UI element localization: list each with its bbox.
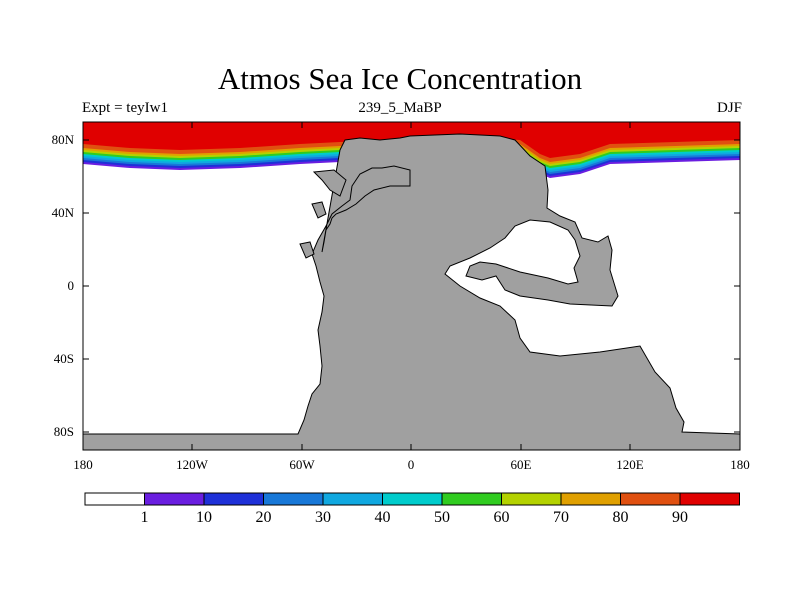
lon-label-0: 0	[407, 457, 415, 472]
colorbar-label-80: 80	[612, 509, 629, 526]
colorbar-label-50: 50	[434, 509, 450, 526]
colorbar-box-10	[679, 492, 740, 506]
land-small-island-2	[299, 241, 315, 259]
land-north-peninsula	[312, 169, 347, 197]
colorbar-label-20: 20	[255, 509, 272, 526]
land-small-island-1	[311, 201, 327, 219]
colorbar-label-70: 70	[553, 509, 569, 526]
season-label: DJF	[716, 100, 742, 116]
colorbar-box-2	[203, 492, 264, 506]
colorbar-label-30: 30	[315, 509, 331, 526]
lat-label-0: 0	[67, 278, 75, 293]
lat-label-80s: 80S	[53, 424, 74, 439]
lon-label-60w: 60W	[289, 457, 315, 472]
lon-label-120w: 120W	[176, 457, 208, 472]
lat-label-40s: 40S	[53, 351, 74, 366]
period-label: 239_5_MaBP	[358, 100, 442, 116]
lon-label-180w: 180	[73, 457, 93, 472]
colorbar-label-60: 60	[493, 509, 510, 526]
lon-label-120e: 120E	[616, 457, 644, 472]
colorbar-box-8	[560, 492, 621, 506]
colorbar-box-4	[322, 492, 383, 506]
land-masses	[82, 133, 741, 451]
lat-label-40n: 40N	[51, 205, 74, 220]
colorbar-box-5	[382, 492, 443, 506]
ice-band-full	[83, 122, 740, 158]
axis-ticks	[83, 122, 740, 450]
map-title: Atmos Sea Ice Concentration	[217, 61, 583, 96]
map-panel	[82, 122, 741, 451]
colorbar-label-40: 40	[374, 509, 391, 526]
land-pangaea	[82, 133, 741, 451]
colorbar-box-7	[501, 492, 562, 506]
colorbar-box-1	[144, 492, 205, 506]
lon-label-180e: 180	[730, 457, 750, 472]
colorbar-box-3	[263, 492, 324, 506]
colorbar-box-9	[620, 492, 681, 506]
colorbar-box-0	[84, 492, 145, 506]
colorbar-box-6	[441, 492, 502, 506]
colorbar-label-90: 90	[672, 509, 688, 526]
colorbar-label-1: 1	[140, 509, 149, 526]
lon-label-60e: 60E	[510, 457, 532, 472]
colorbar	[84, 492, 740, 506]
colorbar-label-10: 10	[196, 509, 212, 526]
experiment-label: Expt = teyIw1	[82, 100, 168, 116]
lat-label-80n: 80N	[51, 132, 74, 147]
